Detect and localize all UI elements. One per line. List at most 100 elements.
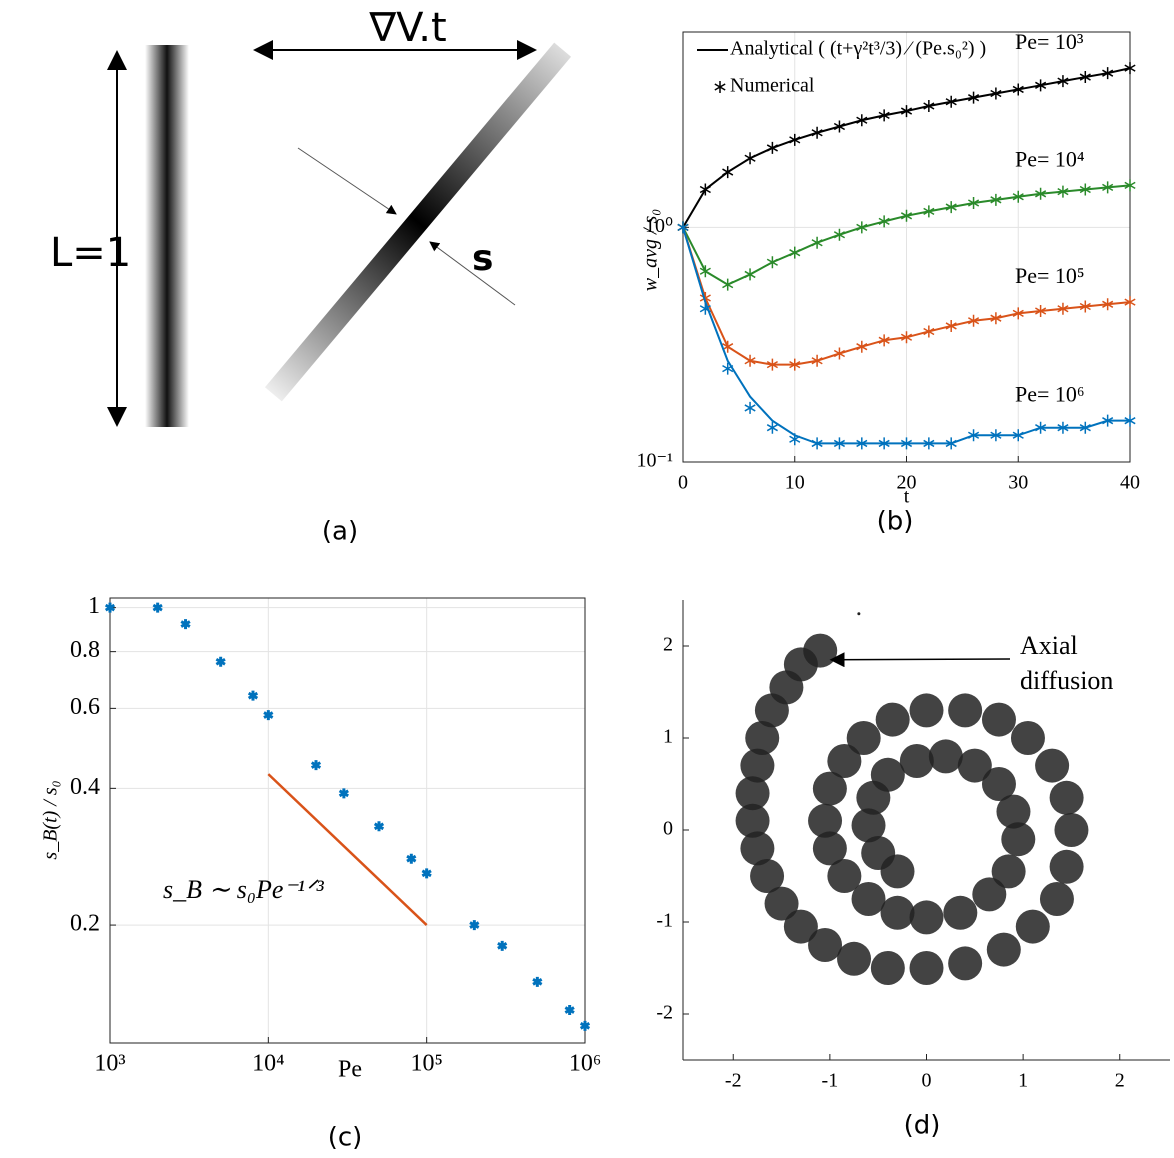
numerical-marker	[878, 215, 890, 228]
diagonal-band	[264, 42, 572, 402]
series-label: Pe= 10³	[1015, 29, 1084, 54]
point	[1049, 849, 1084, 884]
y-tick-label: 0.4	[70, 774, 100, 800]
point	[851, 808, 886, 843]
numerical-marker	[811, 236, 823, 249]
y-tick-label: 1	[663, 726, 673, 748]
point	[943, 895, 978, 930]
point	[421, 868, 432, 879]
point	[180, 619, 191, 630]
point	[857, 612, 861, 616]
numerical-marker	[789, 246, 801, 259]
x-tick-label: 2	[1115, 1070, 1125, 1092]
numerical-marker	[900, 331, 913, 344]
point	[948, 693, 983, 728]
reference-line	[267, 773, 428, 926]
numerical-marker	[789, 133, 801, 146]
point	[783, 909, 818, 944]
panel: 10³ 10⁴ 10⁵ 10⁶ 0.2 0.4 0.6 0.8 1 (c) Pe s_B(t) / s…	[40, 593, 602, 1152]
numerical-marker	[990, 193, 1002, 206]
y-axis-label: s_B(t) / s₀	[40, 780, 62, 859]
point	[981, 702, 1016, 737]
point	[247, 690, 259, 701]
x-axis-label: Pe	[338, 1057, 362, 1083]
y-tick-label: 0.8	[70, 637, 100, 663]
numerical-marker	[1035, 187, 1047, 200]
panel-a: L=1 ∇V.t s (a)	[50, 5, 572, 547]
plot-frame	[109, 597, 586, 1044]
point	[750, 859, 785, 893]
series-label: Pe= 10⁴	[1015, 146, 1085, 171]
point	[899, 744, 934, 778]
numerical-marker	[900, 105, 913, 118]
numerical-marker	[923, 437, 935, 450]
point	[735, 803, 770, 838]
annotation-arrow	[829, 652, 1011, 668]
length-label: L=1	[50, 230, 131, 276]
numerical-marker	[1102, 181, 1114, 194]
point	[735, 776, 770, 811]
point	[827, 859, 862, 893]
y-tick-label: 0.6	[70, 694, 100, 720]
x-tick-label: 10⁵	[410, 1051, 442, 1077]
x-tick-label: -2	[725, 1070, 742, 1092]
numerical-marker	[1124, 296, 1136, 309]
point	[1049, 780, 1084, 815]
numerical-marker	[811, 126, 823, 139]
numerical-marker	[967, 91, 980, 104]
point	[532, 976, 543, 987]
y-tick-label: 0.2	[70, 911, 100, 937]
numerical-marker	[856, 437, 868, 450]
numerical-marker	[990, 87, 1002, 100]
point	[880, 895, 915, 930]
numerical-marker	[744, 152, 756, 165]
numerical-marker	[1057, 421, 1069, 434]
caption: (c)	[328, 1123, 363, 1153]
caption: (b)	[877, 507, 914, 537]
point	[870, 951, 905, 985]
point	[812, 771, 847, 806]
point	[986, 932, 1021, 967]
numerical-marker	[1102, 414, 1114, 427]
numerical-marker	[699, 302, 711, 315]
numerical-marker	[766, 421, 778, 434]
x-tick-label: 10⁴	[252, 1051, 284, 1077]
numerical-marker	[1012, 190, 1024, 203]
y-tick-label: 1	[88, 593, 100, 619]
point	[740, 831, 775, 866]
numerical-marker	[699, 183, 711, 196]
point	[579, 1020, 591, 1031]
annotation-text: diffusion	[1020, 666, 1113, 695]
width-label: s	[472, 238, 493, 279]
point	[957, 748, 992, 783]
legend-label: Numerical	[730, 75, 815, 97]
numerical-marker	[677, 221, 689, 234]
numerical-marker	[945, 95, 957, 108]
numerical-marker	[811, 354, 823, 367]
numerical-marker	[923, 325, 935, 338]
point	[1001, 822, 1036, 857]
numerical-marker	[878, 109, 890, 122]
numerical-marker	[744, 354, 756, 367]
numerical-marker	[766, 358, 778, 371]
numerical-marker	[856, 221, 868, 234]
vertical-band	[145, 45, 189, 427]
numerical-marker	[766, 256, 778, 269]
numerical-marker	[1057, 75, 1069, 88]
numerical-marker	[1057, 302, 1069, 315]
point	[497, 940, 508, 951]
x-tick-label: 0	[922, 1070, 932, 1092]
numerical-marker	[1012, 83, 1024, 96]
point	[1010, 721, 1045, 755]
point	[1054, 813, 1089, 847]
x-tick-label: 20	[897, 472, 917, 494]
point	[1035, 748, 1070, 783]
x-tick-label: 10⁶	[569, 1051, 601, 1077]
point	[909, 900, 944, 935]
x-tick-label: -1	[822, 1070, 839, 1092]
numerical-marker	[722, 340, 734, 353]
y-tick-label: 2	[663, 634, 673, 656]
numerical-marker	[878, 334, 890, 347]
point	[740, 748, 775, 783]
